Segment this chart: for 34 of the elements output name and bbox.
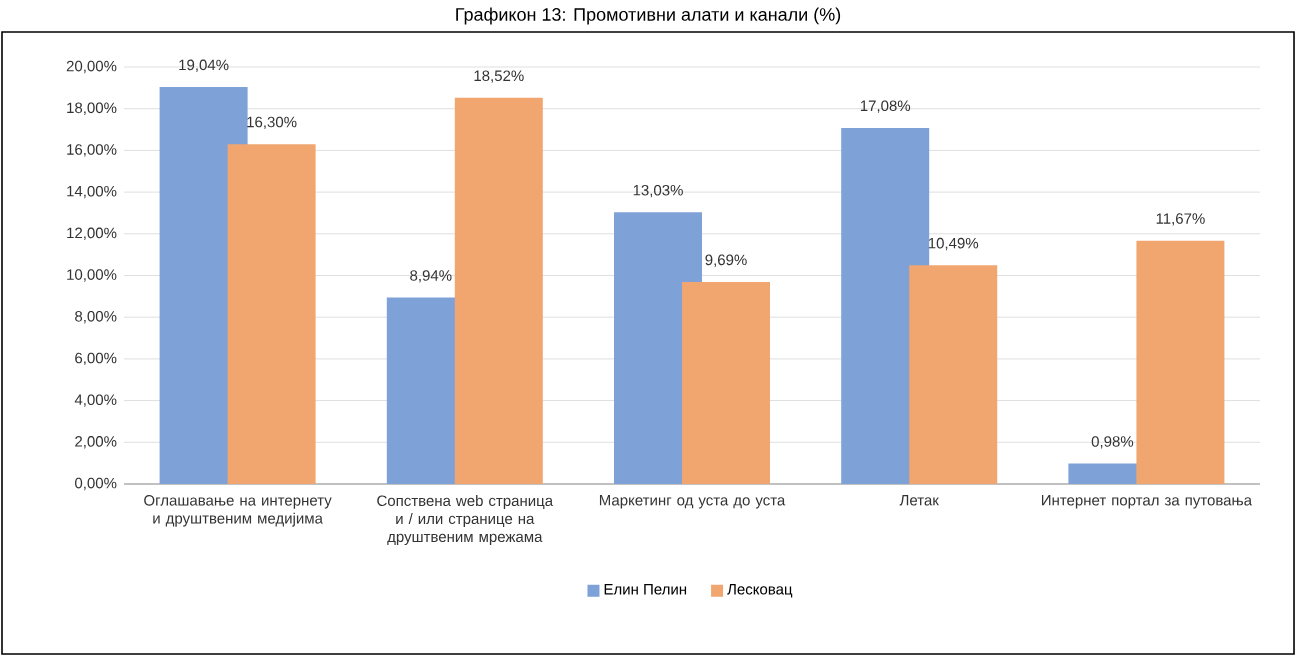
y-tick-label: 10,00%: [67, 269, 117, 282]
y-tick-label: 0,00%: [75, 477, 117, 491]
data-label: 9,69%: [705, 254, 747, 267]
bar: [227, 144, 316, 484]
legend-label: Лесковац: [727, 584, 793, 598]
y-tick-label: 6,00%: [75, 352, 117, 366]
data-label: 8,94%: [410, 270, 452, 283]
y-tick-label: 12,00%: [67, 227, 117, 240]
data-label: 16,30%: [247, 116, 297, 130]
data-label: 11,67%: [1156, 213, 1205, 226]
data-label: 13,03%: [633, 184, 683, 198]
y-tick-label: 2,00%: [75, 436, 117, 449]
data-label: 0,98%: [1091, 436, 1134, 449]
x-tick-label: Оглашавање на интернету и друштвеним медијима: [144, 495, 332, 527]
x-tick-label: Сопствена web страница и / или странице на друштвеним мрежама: [377, 495, 554, 546]
bar: [682, 281, 771, 484]
bar: [909, 265, 998, 484]
y-tick-label: 4,00%: [74, 394, 117, 407]
y-tick-label: 16,00%: [67, 144, 117, 157]
x-tick-label: Маркетинг од уста до уста: [599, 495, 786, 509]
data-label: 19,04%: [179, 59, 229, 72]
bar: [454, 97, 543, 484]
data-label: 17,08%: [860, 100, 911, 113]
chart-title: Графикон 13: Промотивни алати и канали (%): [456, 7, 841, 25]
legend-label: Елин Пелин: [604, 584, 687, 595]
y-tick-label: 14,00%: [67, 185, 117, 199]
y-tick-label: 18,00%: [67, 102, 117, 115]
bar: [1136, 240, 1225, 484]
x-tick-label: Летак: [899, 495, 939, 506]
data-label: 10,49%: [928, 237, 979, 251]
y-tick-label: 8,00%: [75, 311, 117, 324]
x-tick-label: Интернет портал за путовања: [1041, 495, 1253, 509]
data-label: 18,52%: [474, 70, 524, 83]
y-tick-label: 20,00%: [66, 60, 117, 74]
